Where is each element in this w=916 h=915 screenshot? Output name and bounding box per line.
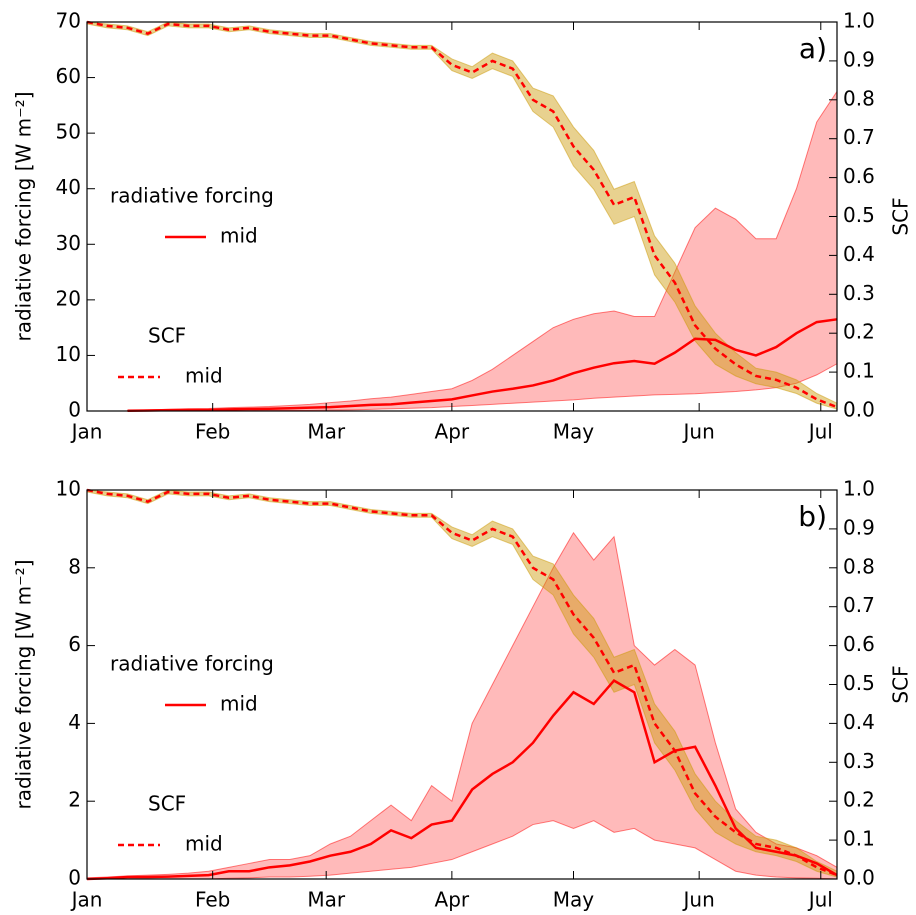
y-tick-label: 2 [68, 788, 81, 812]
x-tick-label: Apr [435, 420, 470, 444]
x-tick-label: Feb [195, 888, 230, 912]
x-tick-label: Jan [70, 888, 103, 912]
panel-label: b) [798, 500, 827, 533]
panel-label: a) [799, 32, 827, 65]
legend-title: SCF [148, 324, 186, 348]
y-tick-label: 40 [56, 175, 81, 199]
legend-label: mid [185, 832, 223, 856]
x-tick-label: May [553, 420, 595, 444]
legend-label: mid [185, 364, 223, 388]
y2-tick-label: 1.0 [843, 477, 875, 501]
plot-area [86, 488, 838, 881]
line [127, 318, 838, 412]
y-axis-label: radiative forcing [W m⁻²] [12, 91, 36, 341]
line [86, 679, 838, 881]
y-tick-label: 50 [56, 120, 81, 144]
x-tick-label: May [553, 888, 595, 912]
x-tick-label: Feb [195, 420, 230, 444]
y2-tick-label: 0.6 [843, 164, 875, 188]
y-axis-label: radiative forcing [W m⁻²] [12, 559, 36, 809]
x-tick-label: Mar [307, 420, 346, 444]
x-tick-label: Jun [682, 420, 715, 444]
plot-area [86, 20, 838, 412]
y-tick-label: 6 [68, 632, 81, 656]
y2-tick-label: 0.7 [843, 593, 875, 617]
y2-tick-label: 0.5 [843, 671, 875, 695]
legend-label: mid [220, 692, 258, 716]
y2-tick-label: 0.9 [843, 47, 875, 71]
y-tick-label: 10 [56, 342, 81, 366]
y-tick-label: 0 [68, 866, 81, 890]
y2-tick-label: 0.1 [843, 827, 875, 851]
y2-tick-label: 0.0 [843, 398, 875, 422]
legend-title: radiative forcing [110, 184, 274, 208]
y2-tick-label: 0.1 [843, 359, 875, 383]
x-tick-label: Jul [807, 420, 833, 444]
x-tick-label: Mar [307, 888, 346, 912]
y-tick-label: 30 [56, 231, 81, 255]
legend-title: radiative forcing [110, 652, 274, 676]
y2-tick-label: 0.8 [843, 86, 875, 110]
y2-tick-label: 0.2 [843, 788, 875, 812]
x-tick-label: Jun [682, 888, 715, 912]
y-tick-label: 20 [56, 286, 81, 310]
y-tick-label: 0 [68, 398, 81, 422]
y2-tick-label: 0.8 [843, 554, 875, 578]
x-tick-label: Apr [435, 888, 470, 912]
y2-tick-label: 1.0 [843, 9, 875, 33]
y2-tick-label: 0.4 [843, 710, 875, 734]
y2-tick-label: 0.7 [843, 125, 875, 149]
y-tick-label: 70 [56, 9, 81, 33]
legend-label: mid [220, 224, 258, 248]
y2-tick-label: 0.4 [843, 242, 875, 266]
x-tick-label: Jan [70, 420, 103, 444]
y-tick-label: 60 [56, 64, 81, 88]
y2-tick-label: 0.9 [843, 515, 875, 539]
y2-tick-label: 0.6 [843, 632, 875, 656]
y-tick-label: 10 [56, 477, 81, 501]
y-tick-label: 8 [68, 554, 81, 578]
x-tick-label: Jul [807, 888, 833, 912]
legend-title: SCF [148, 792, 186, 816]
y-tick-label: 4 [68, 710, 81, 734]
y2-tick-label: 0.3 [843, 749, 875, 773]
y2-tick-label: 0.2 [843, 320, 875, 344]
y2-tick-label: 0.5 [843, 203, 875, 227]
y2-tick-label: 0.3 [843, 281, 875, 305]
y2-axis-label: SCF [889, 197, 913, 235]
y2-tick-label: 0.0 [843, 866, 875, 890]
y2-axis-label: SCF [889, 665, 913, 703]
